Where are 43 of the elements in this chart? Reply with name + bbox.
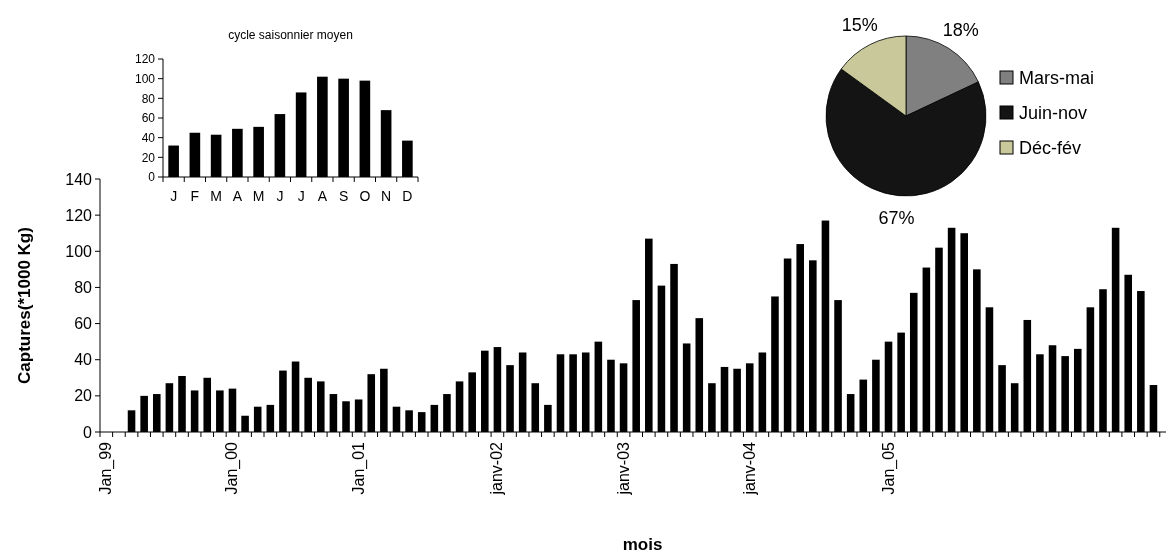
x-tick-label: J xyxy=(170,188,178,204)
y-tick-label: 100 xyxy=(65,242,93,260)
x-tick-label: A xyxy=(317,188,328,204)
data-label: 15% xyxy=(841,15,878,36)
x-tick-label: janv-02 xyxy=(488,441,506,496)
legend-label: Déc-fév xyxy=(1019,138,1082,159)
chart-title: cycle saisonnier moyen xyxy=(228,28,353,42)
x-tick-label: Jan_01 xyxy=(349,441,368,495)
x-tick-label: janv-03 xyxy=(614,441,632,496)
y-tick-label: 0 xyxy=(148,170,156,185)
y-axis-title: Captures(*1000 Kg) xyxy=(15,227,34,384)
x-axis-title: mois xyxy=(622,535,663,554)
x-tick-label: F xyxy=(190,188,200,204)
x-tick-label: Jan_99 xyxy=(97,441,116,495)
x-tick-label: N xyxy=(381,188,392,204)
y-tick-label: 20 xyxy=(141,150,156,165)
y-tick-label: 60 xyxy=(74,315,93,333)
data-label: 67% xyxy=(878,207,915,228)
y-tick-label: 80 xyxy=(74,279,93,297)
x-tick-label: J xyxy=(276,188,284,204)
data-label: 18% xyxy=(942,20,979,41)
x-tick-label: janv-04 xyxy=(740,441,758,496)
y-tick-label: 140 xyxy=(65,170,93,188)
x-tick-label: Jan_00 xyxy=(223,441,242,495)
x-tick-label: M xyxy=(210,188,222,204)
y-tick-label: 100 xyxy=(134,71,156,86)
x-tick-label: D xyxy=(402,188,413,204)
y-tick-label: 40 xyxy=(74,351,93,369)
y-tick-label: 60 xyxy=(141,111,156,126)
x-tick-label: A xyxy=(232,188,243,204)
x-tick-label: M xyxy=(252,188,265,204)
y-tick-label: 20 xyxy=(74,387,93,405)
y-tick-label: 120 xyxy=(134,52,156,67)
y-tick-label: 0 xyxy=(83,423,93,441)
x-tick-label: S xyxy=(338,188,349,204)
y-tick-label: 80 xyxy=(141,91,156,106)
y-tick-label: 40 xyxy=(141,130,156,145)
legend-label: Juin-nov xyxy=(1019,103,1088,124)
x-tick-label: Jan_05 xyxy=(879,441,898,495)
x-tick-label: J xyxy=(297,188,305,204)
y-tick-label: 120 xyxy=(65,206,93,224)
x-tick-label: O xyxy=(359,188,371,204)
legend-label: Mars-mai xyxy=(1019,68,1094,89)
